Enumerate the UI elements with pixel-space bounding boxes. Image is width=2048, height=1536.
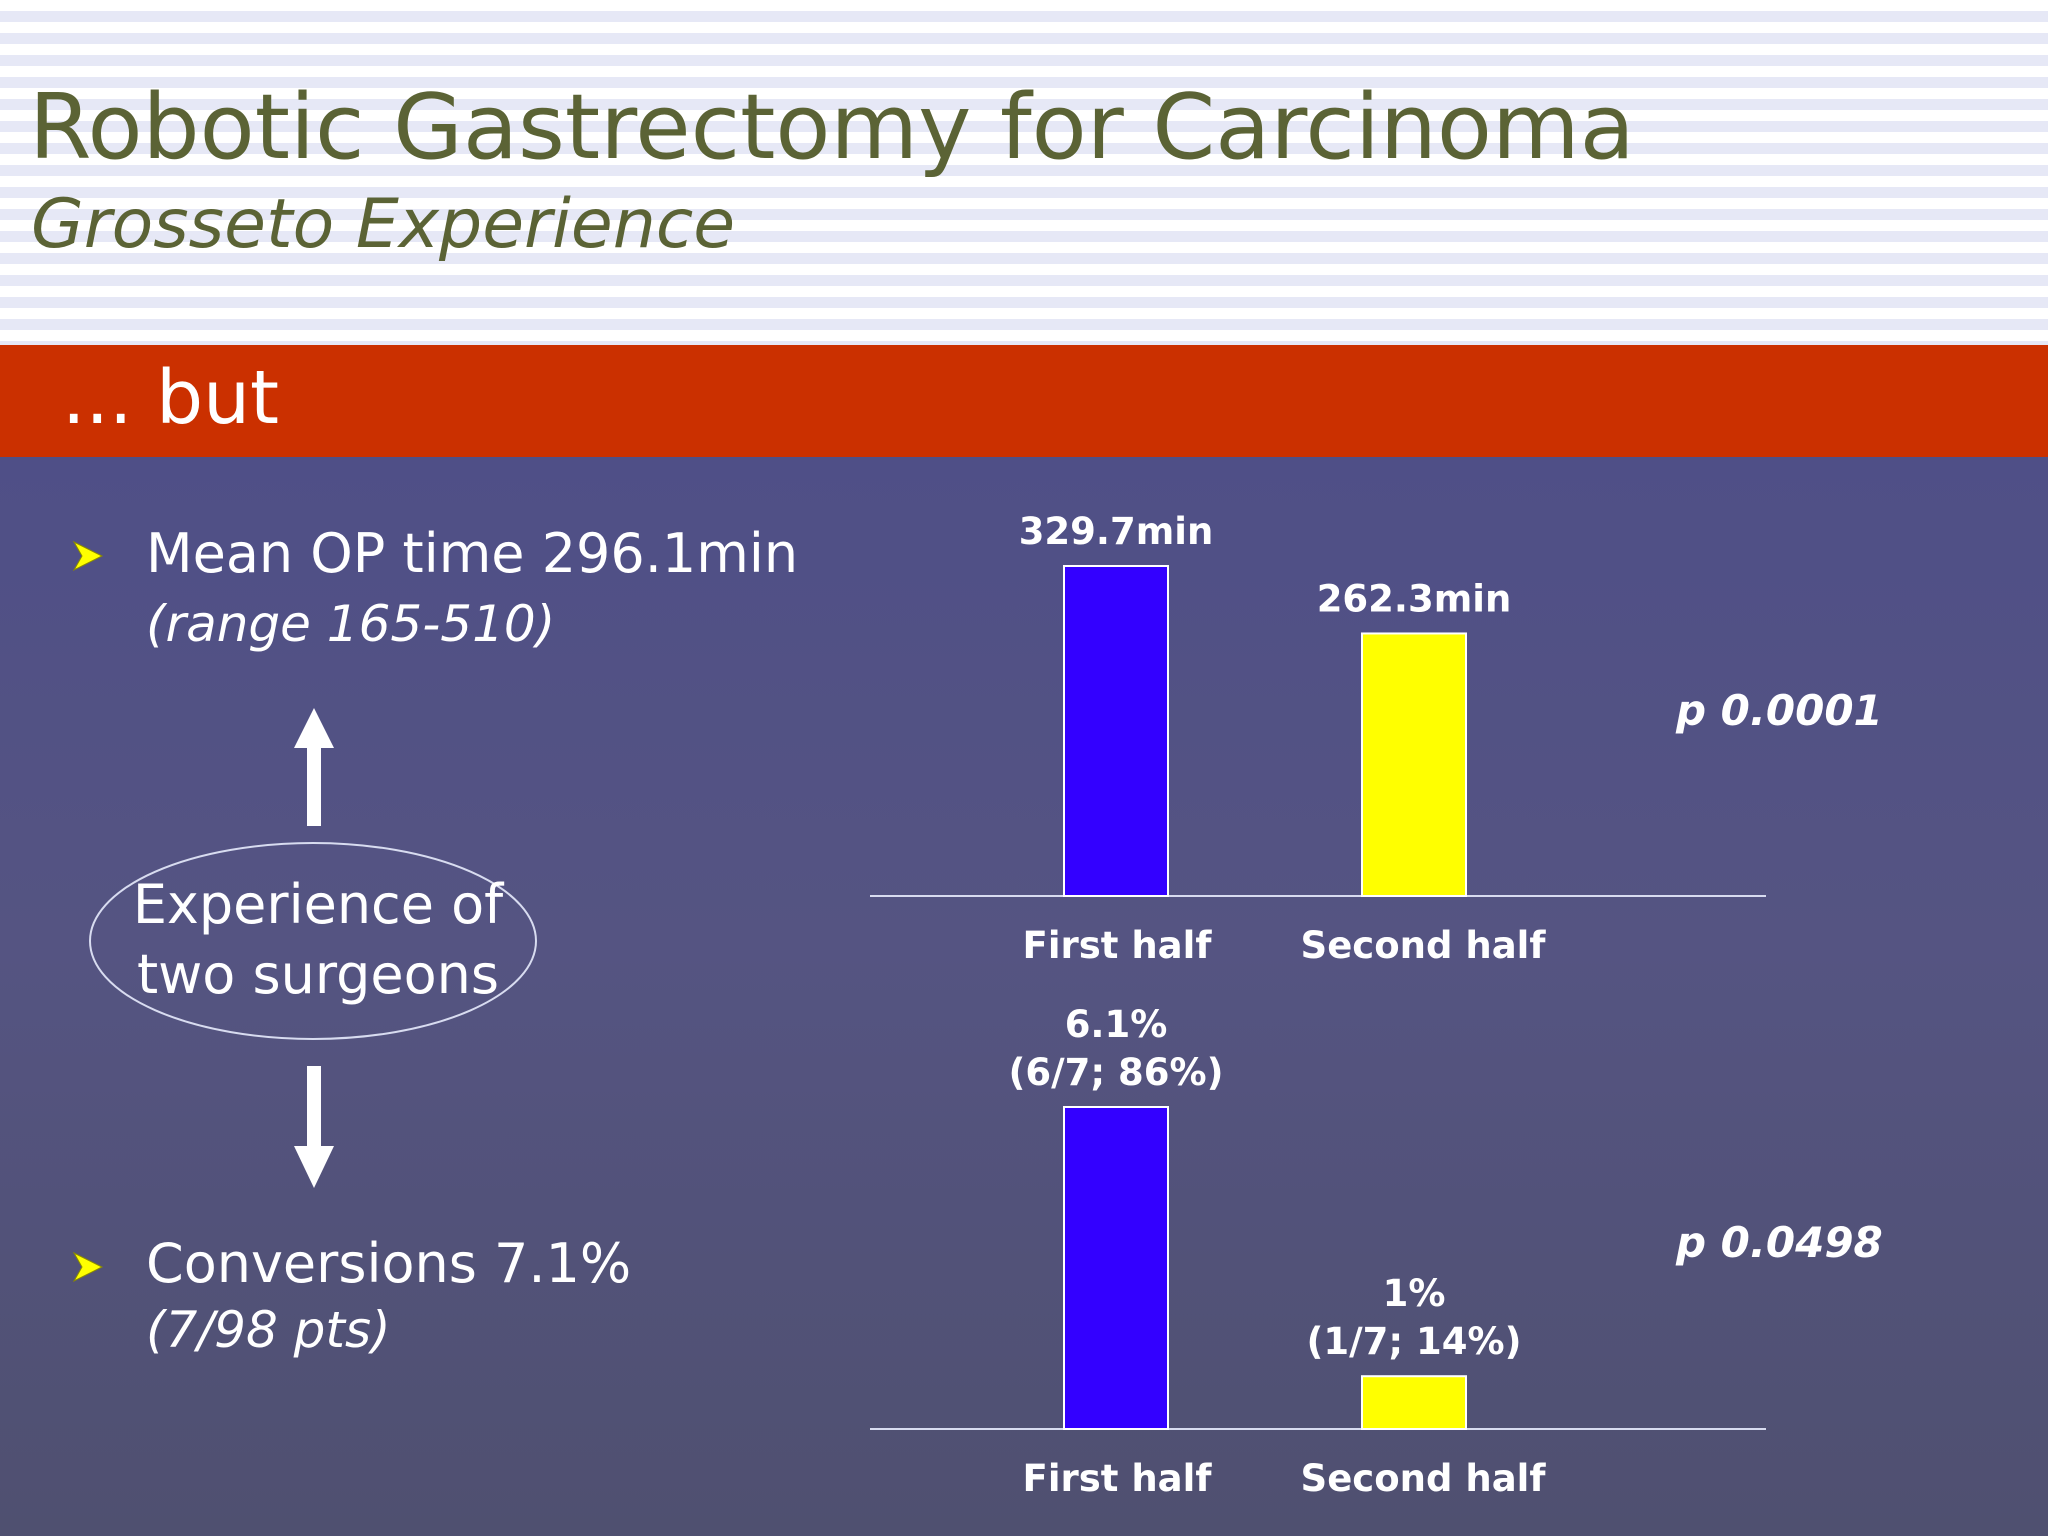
slide-title: Robotic Gastrectomy for Carcinoma: [29, 75, 1635, 180]
p-value-op-time: p 0.0001: [1676, 686, 1883, 735]
p-value-conversions: p 0.0498: [1676, 1218, 1883, 1267]
chart-0-data-label: 262.3min: [1317, 577, 1512, 620]
chart-1-data-label: (1/7; 14%): [1306, 1320, 1521, 1363]
slide-subtitle: Grosseto Experience: [31, 185, 736, 264]
banner-bar: [0, 345, 2048, 457]
chart-1-data-label: 6.1%: [1065, 1003, 1168, 1046]
experience-line-2: two surgeons: [136, 943, 500, 1006]
arrow-bullet-icon: [72, 1251, 104, 1283]
chart-0-category-label: First half: [1023, 924, 1213, 967]
arrow-down-icon: [294, 1066, 334, 1188]
chart-0-bar-first-half: [1063, 565, 1169, 897]
chart-1-bar-first-half: [1063, 1106, 1169, 1430]
chart-1-category-label: Second half: [1301, 1457, 1547, 1500]
chart-1-data-label: (6/7; 86%): [1008, 1051, 1223, 1094]
experience-label: Experience of two surgeons: [88, 870, 548, 1010]
bullet-op-time-range: (range 165-510): [146, 595, 556, 653]
chart-1-bar-second-half: [1361, 1375, 1467, 1431]
bullet-op-time: Mean OP time 296.1min: [146, 522, 799, 585]
chart-0-bar-second-half: [1361, 632, 1467, 897]
bullet-conversions-pts: (7/98 pts): [146, 1301, 391, 1359]
banner-text: ... but: [62, 355, 279, 441]
content-area: [0, 457, 2048, 1536]
bullet-conversions: Conversions 7.1%: [146, 1232, 632, 1295]
chart-0-category-label: Second half: [1301, 924, 1547, 967]
chart-1-category-label: First half: [1023, 1457, 1213, 1500]
header-band: [0, 0, 2048, 345]
experience-ellipse: [89, 842, 537, 1040]
chart-0-data-label: 329.7min: [1019, 510, 1214, 553]
chart-1-data-label: 1%: [1383, 1272, 1446, 1315]
arrow-up-icon: [294, 708, 334, 826]
experience-line-1: Experience of: [132, 873, 504, 936]
arrow-bullet-icon: [72, 540, 104, 572]
